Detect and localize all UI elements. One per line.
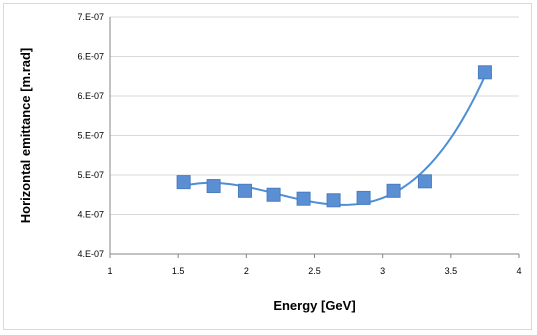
data-point [386, 183, 401, 198]
data-point [206, 179, 221, 194]
x-tick-label: 2 [244, 266, 249, 276]
data-point [477, 65, 492, 80]
y-tick-label: 4.E-07 [77, 249, 104, 259]
y-tick-label: 6.E-07 [77, 52, 104, 62]
x-tick-label: 3.5 [445, 266, 458, 276]
x-tick-label: 1.5 [172, 266, 185, 276]
trend-line [183, 75, 486, 206]
data-point [237, 183, 252, 198]
x-tick-label: 1 [107, 266, 112, 276]
y-tick-label: 6.E-07 [77, 91, 104, 101]
y-axis-title: Horizontal emittance [m.rad] [18, 48, 33, 224]
y-tick-label: 4.E-07 [77, 210, 104, 220]
data-point [266, 187, 281, 202]
data-point [326, 193, 341, 208]
data-point [417, 174, 432, 189]
x-tick-label: 2.5 [308, 266, 321, 276]
data-point [356, 190, 371, 205]
y-tick-label: 5.E-07 [77, 170, 104, 180]
y-tick-label: 5.E-07 [77, 131, 104, 141]
data-points [176, 65, 492, 208]
x-tick-label: 3 [380, 266, 385, 276]
x-tick-labels: 1 1.5 2 2.5 3 3.5 4 [107, 266, 521, 276]
x-tick-label: 4 [516, 266, 521, 276]
y-tick-label: 7.E-07 [77, 12, 104, 22]
data-point [296, 191, 311, 206]
data-point [176, 175, 191, 190]
x-axis-title: Energy [GeV] [273, 298, 355, 313]
y-tick-labels: 4.E-07 4.E-07 5.E-07 5.E-07 6.E-07 6.E-07 7.E-… [77, 12, 104, 259]
axes [109, 17, 520, 258]
chart-frame [3, 3, 532, 330]
grid-lines [110, 16, 519, 215]
